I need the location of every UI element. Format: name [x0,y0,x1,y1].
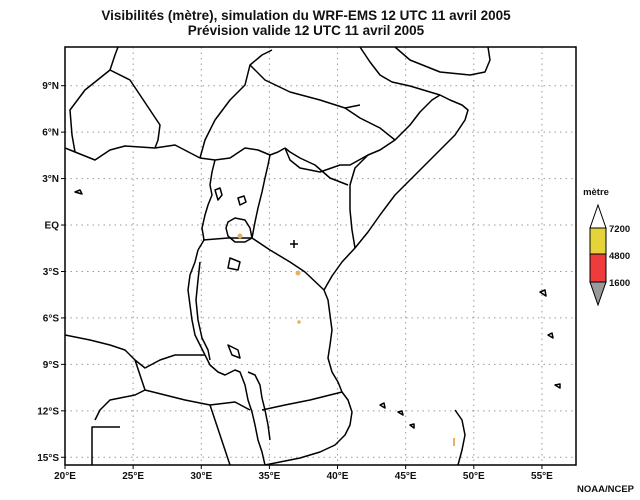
graticule [65,47,576,465]
border-line [91,426,120,465]
border-line [69,47,119,153]
lake-victoria [225,217,253,243]
axis-labels: 20°E 25°E 30°E 35°E 40°E 45°E 50°E 55°E 9°N 6°N 3°… [37,81,553,482]
border-line [187,249,206,356]
lon-tick-label: 35°E [259,471,281,482]
madagascar [454,409,466,465]
lat-tick-label: 9°N [42,81,59,92]
border-line [144,389,251,411]
island [409,423,415,429]
lon-tick-label: 40°E [327,471,349,482]
border-line [344,107,396,141]
coastline [323,94,469,291]
island [379,402,386,409]
border-line [202,237,325,291]
island [554,383,561,389]
lon-tick-label: 45°E [395,471,417,482]
legend-top-arrow [589,203,607,229]
border-line [109,69,161,149]
legend-label-1600: 1600 [609,278,630,289]
border-line [251,154,271,239]
coastline [323,289,343,393]
lake-outline [227,257,241,271]
lat-tick-label: 6°S [43,313,60,324]
island [74,189,83,195]
lon-tick-label: 55°E [531,471,553,482]
borders [65,47,561,465]
island [397,410,404,416]
legend-bottom-arrow [589,281,607,307]
border-line [247,371,271,441]
border-line [195,261,211,361]
lat-tick-label: 15°S [37,453,59,464]
marker-cross [290,240,298,248]
border-line [94,359,146,421]
map-frame [64,46,577,466]
border-line [65,144,286,161]
low-visibility-spot [297,320,301,324]
visibility-spots [237,233,455,446]
lake-outline [214,187,223,201]
coastline [359,47,441,96]
low-visibility-spot [453,438,455,446]
island [539,289,547,297]
legend: mètre 7200 4800 1600 [583,187,630,307]
legend-label-7200: 7200 [609,224,630,235]
lat-tick-label: 12°S [37,406,59,417]
lon-tick-label: 25°E [122,471,144,482]
lat-tick-label: 6°N [42,128,59,139]
border-line [209,404,231,465]
border-line [261,391,343,411]
border-line [249,64,361,109]
map-subtitle: Prévision valide 12 UTC 11 avril 2005 [187,23,425,38]
lat-tick-label: 3°N [42,174,59,185]
coastline [394,47,491,76]
border-line [284,147,349,186]
legend-label-4800: 4800 [609,251,630,262]
lon-tick-label: 50°E [463,471,485,482]
lon-tick-label: 30°E [190,471,212,482]
island [547,332,554,339]
border-line [264,391,353,465]
low-visibility-spot [237,233,243,239]
lat-tick-label: EQ [45,221,60,232]
map-title: Visibilités (mètre), simulation du WRF-E… [101,8,511,23]
credit-label: NOAA/NCEP [576,484,634,495]
lon-tick-label: 20°E [54,471,76,482]
lake-outline [237,195,247,206]
legend-swatch-yellow [589,227,607,255]
border-line [349,154,369,249]
lat-tick-label: 9°S [43,360,60,371]
border-line [199,49,273,159]
lat-tick-label: 3°S [43,267,60,278]
legend-swatch-red [589,253,607,283]
low-visibility-spot [295,270,301,276]
lake-outline [227,344,241,359]
border-line [197,159,216,251]
legend-title: mètre [583,187,609,198]
border-line [204,354,266,465]
border-line [65,334,205,369]
